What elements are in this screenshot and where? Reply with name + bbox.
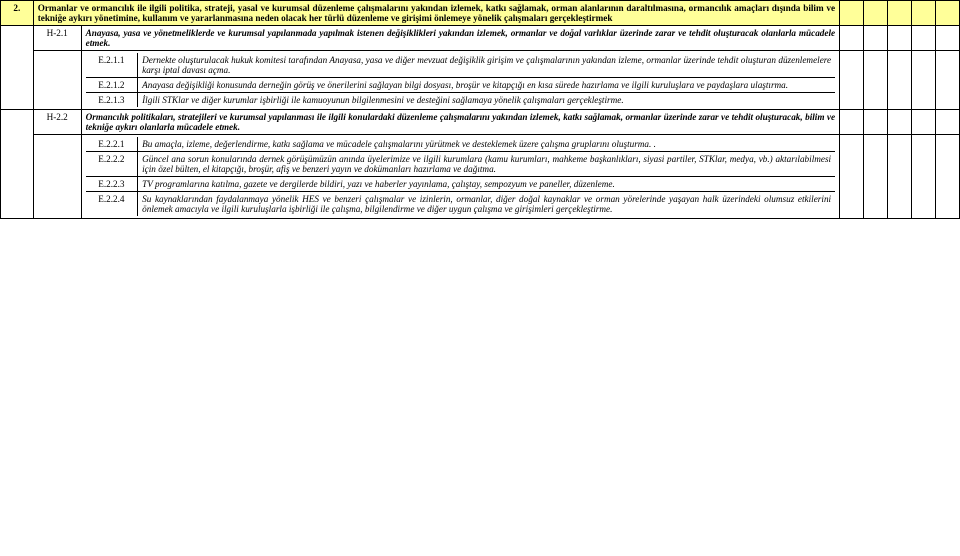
section-text: Ormanlar ve ormancılık ile ilgili politi… bbox=[33, 1, 839, 26]
status-cell bbox=[935, 110, 959, 135]
status-cell bbox=[840, 51, 864, 110]
e-code: E.2.2.2 bbox=[86, 152, 138, 177]
status-cell bbox=[840, 1, 864, 26]
e-text: Güncel ana sorun konularında dernek görü… bbox=[138, 152, 835, 177]
blank-cell bbox=[1, 110, 34, 219]
status-cell bbox=[935, 1, 959, 26]
status-cell bbox=[888, 26, 912, 51]
status-cell bbox=[912, 135, 936, 219]
status-cell bbox=[912, 110, 936, 135]
status-cell bbox=[912, 1, 936, 26]
status-cell bbox=[888, 110, 912, 135]
status-cell bbox=[840, 135, 864, 219]
e-code: E.2.2.3 bbox=[86, 177, 138, 192]
blank-cell bbox=[33, 135, 81, 219]
status-cell bbox=[840, 110, 864, 135]
h-text: Anayasa, yasa ve yönetmeliklerde ve kuru… bbox=[81, 26, 839, 51]
e-text: İlgili STKlar ve diğer kurumlar işbirliğ… bbox=[138, 93, 835, 108]
status-cell bbox=[864, 26, 888, 51]
status-cell bbox=[912, 26, 936, 51]
status-cell bbox=[888, 51, 912, 110]
e-code: E.2.1.2 bbox=[86, 78, 138, 93]
e-code: E.2.1.1 bbox=[86, 53, 138, 78]
status-cell bbox=[935, 51, 959, 110]
e-text: Dernekte oluşturulacak hukuk komitesi ta… bbox=[138, 53, 835, 78]
h-text: Ormancılık politikaları, stratejileri ve… bbox=[81, 110, 839, 135]
status-cell bbox=[888, 135, 912, 219]
status-cell bbox=[864, 135, 888, 219]
status-cell bbox=[840, 26, 864, 51]
e-code: E.2.2.4 bbox=[86, 192, 138, 217]
status-cell bbox=[935, 135, 959, 219]
sub-items-container: E.2.2.1 Bu amaçla, izleme, değerlendirme… bbox=[81, 135, 839, 219]
e-text: Bu amaçla, izleme, değerlendirme, katkı … bbox=[138, 137, 835, 152]
status-cell bbox=[864, 1, 888, 26]
policy-table: 2. Ormanlar ve ormancılık ile ilgili pol… bbox=[0, 0, 960, 219]
status-cell bbox=[864, 110, 888, 135]
status-cell bbox=[888, 1, 912, 26]
h-code: H-2.1 bbox=[33, 26, 81, 51]
blank-cell bbox=[33, 51, 81, 110]
status-cell bbox=[912, 51, 936, 110]
e-text: TV programlarına katılma, gazete ve derg… bbox=[138, 177, 835, 192]
e-text: Anayasa değişikliği konusunda derneğin g… bbox=[138, 78, 835, 93]
e-code: E.2.2.1 bbox=[86, 137, 138, 152]
section-number: 2. bbox=[1, 1, 34, 26]
h-code: H-2.2 bbox=[33, 110, 81, 135]
blank-cell bbox=[1, 26, 34, 110]
sub-items-container: E.2.1.1 Dernekte oluşturulacak hukuk kom… bbox=[81, 51, 839, 110]
status-cell bbox=[864, 51, 888, 110]
e-code: E.2.1.3 bbox=[86, 93, 138, 108]
e-text: Su kaynaklarından faydalanmaya yönelik H… bbox=[138, 192, 835, 217]
status-cell bbox=[935, 26, 959, 51]
